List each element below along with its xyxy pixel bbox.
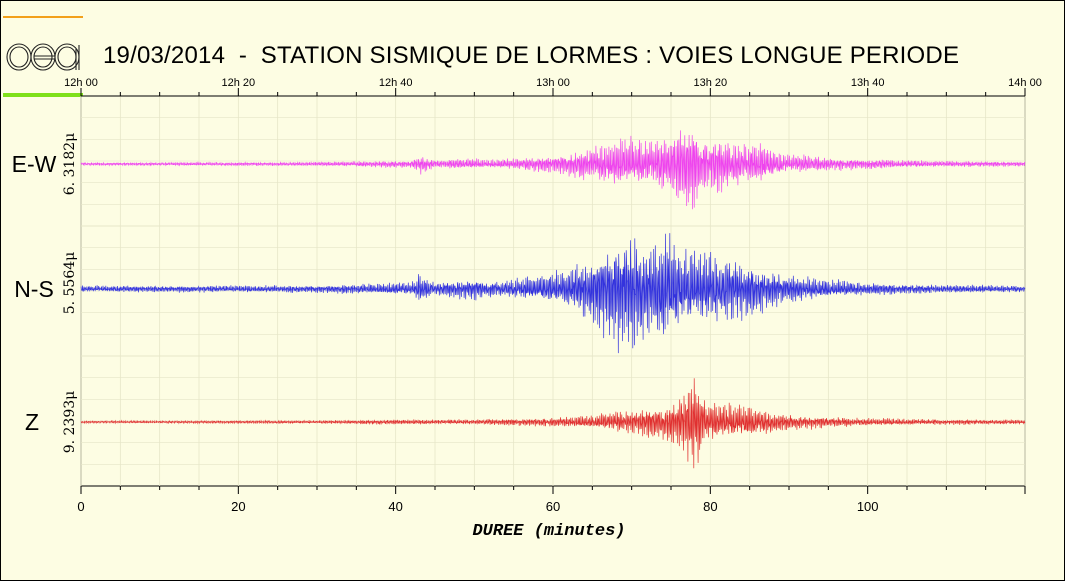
channel-scale: 5. 5564μ — [62, 252, 78, 315]
x-axis-label: DUREE (minutes) — [472, 522, 625, 541]
top-tick-label: 12h 40 — [379, 77, 413, 89]
top-tick-label: 14h 00 — [1008, 77, 1042, 89]
bottom-tick-label: 60 — [546, 499, 560, 514]
top-tick-label: 13h 00 — [536, 77, 570, 89]
channel-labels: E-W 6. 3182μ N-S 5. 5564μ Z 9. 2393μ — [12, 133, 78, 454]
top-time-axis: 12h 00 12h 20 12h 40 13h 00 13h 20 13h 40 14h … — [64, 77, 1042, 97]
channel-name: E-W — [12, 151, 57, 177]
channel-name: N-S — [14, 276, 54, 302]
top-tick-label: 13h 20 — [694, 77, 728, 89]
bottom-tick-label: 40 — [388, 499, 402, 514]
chart-title: 19/03/2014 - STATION SISMIQUE DE LORMES … — [103, 42, 960, 69]
top-tick-label: 12h 20 — [222, 77, 256, 89]
trace-e-w — [80, 130, 1026, 210]
channel-name: Z — [25, 409, 39, 435]
top-tick-label: 12h 00 — [64, 77, 98, 89]
traces — [80, 130, 1026, 469]
logo-green-bar — [3, 93, 83, 97]
bottom-tick-label: 80 — [703, 499, 717, 514]
bottom-tick-label: 100 — [857, 499, 879, 514]
channel-scale: 6. 3182μ — [62, 133, 78, 196]
logo-orange-bar — [3, 16, 83, 18]
cea-logo — [6, 43, 80, 71]
top-tick-label: 13h 40 — [851, 77, 885, 89]
channel-separators — [81, 225, 1025, 357]
bottom-tick-label: 20 — [231, 499, 245, 514]
bottom-minutes-axis: 0 20 40 60 80 100 — [77, 486, 1026, 514]
trace-n-s — [80, 233, 1026, 354]
bottom-tick-label: 0 — [77, 499, 84, 514]
trace-z — [80, 378, 1026, 469]
channel-scale: 9. 2393μ — [62, 391, 78, 454]
